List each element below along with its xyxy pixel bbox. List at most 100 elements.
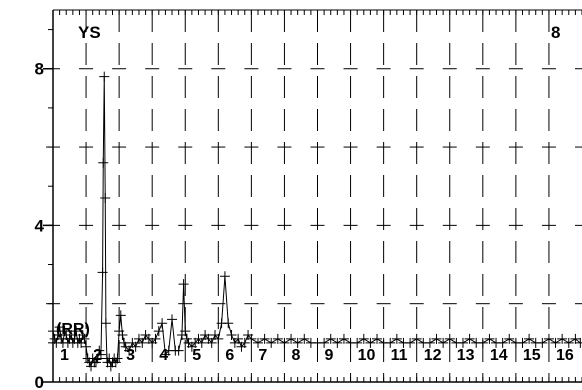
data-point-marker <box>181 333 192 344</box>
data-point-marker <box>100 192 111 203</box>
lane-number-label: 14 <box>490 347 508 364</box>
data-point-marker <box>95 349 106 360</box>
grid-layer <box>46 10 582 382</box>
lane-number-label: 4 <box>159 347 168 364</box>
lane-number-label: 16 <box>556 347 574 364</box>
data-point-marker <box>77 330 88 341</box>
data-point-marker <box>266 337 277 348</box>
data-point-marker <box>252 337 263 348</box>
data-point-marker <box>137 337 148 348</box>
data-point-marker <box>563 337 574 348</box>
data-point-marker <box>477 337 488 348</box>
data-point-marker <box>173 345 184 356</box>
data-point-marker <box>286 333 297 344</box>
data-point-marker <box>292 337 303 348</box>
data-point-marker <box>90 357 101 368</box>
y-tick-label: 0 <box>35 373 44 390</box>
data-point-marker <box>365 337 376 348</box>
data-point-marker <box>497 337 508 348</box>
data-point-marker <box>150 333 161 344</box>
data-point-marker <box>391 333 402 344</box>
data-point-marker <box>385 337 396 348</box>
data-point-marker <box>54 322 65 333</box>
data-point-marker <box>524 333 535 344</box>
data-point-marker <box>372 333 383 344</box>
data-point-marker <box>405 337 416 348</box>
data-point-marker <box>575 337 582 348</box>
data-point-marker <box>431 333 442 344</box>
data-point-marker <box>110 357 121 368</box>
data-point-marker <box>178 279 189 290</box>
data-point-marker <box>457 337 468 348</box>
data-point-marker <box>105 361 116 372</box>
data-point-marker <box>279 337 290 348</box>
series-line <box>52 76 581 369</box>
data-point-marker <box>484 333 495 344</box>
lane-number-label: 9 <box>325 347 334 364</box>
data-point-marker <box>424 337 435 348</box>
data-point-marker <box>537 337 548 348</box>
data-point-marker <box>325 333 336 344</box>
data-point-marker <box>352 337 363 348</box>
lane-number-label: 3 <box>126 347 135 364</box>
data-point-marker <box>319 337 330 348</box>
data-point-marker <box>517 337 528 348</box>
lane-number-label: 8 <box>291 347 300 364</box>
data-point-marker <box>100 318 111 329</box>
data-point-marker <box>99 71 110 82</box>
data-point-marker <box>233 333 244 344</box>
data-point-marker <box>504 333 515 344</box>
data-point-marker <box>167 314 178 325</box>
lane-number-label: 10 <box>358 347 376 364</box>
corner-label-left: YS <box>78 23 101 42</box>
lane-number-label: 7 <box>258 347 267 364</box>
lane-number-label: 6 <box>225 347 234 364</box>
data-point-marker <box>79 333 90 344</box>
data-point-marker <box>557 333 568 344</box>
axis-layer: 0 4 8 <box>35 9 582 390</box>
data-point-marker <box>117 330 128 341</box>
data-point-marker <box>438 337 449 348</box>
data-point-marker <box>570 333 581 344</box>
data-point-marker <box>543 333 554 344</box>
data-point-marker <box>223 318 234 329</box>
annotation-label: (RR) <box>56 321 90 338</box>
data-point-marker <box>219 271 230 282</box>
data-point-marker <box>259 333 270 344</box>
data-point-marker <box>332 337 343 348</box>
lane-number-label: 13 <box>457 347 475 364</box>
data-point-marker <box>196 337 207 348</box>
data-point-marker <box>115 310 126 321</box>
data-point-marker <box>464 333 475 344</box>
data-point-marker <box>59 326 70 337</box>
data-point-marker <box>130 341 141 352</box>
data-point-marker <box>124 345 135 356</box>
data-point-marker <box>71 326 82 337</box>
data-point-marker <box>299 333 310 344</box>
lane-number-label: 2 <box>93 347 102 364</box>
data-point-marker <box>550 337 561 348</box>
lane-number-label: 1 <box>60 347 69 364</box>
data-point-marker <box>81 341 92 352</box>
data-point-marker <box>98 157 109 168</box>
data-point-marker <box>239 337 250 348</box>
y-tick-label: 4 <box>35 216 45 235</box>
y-tick-label: 8 <box>35 60 44 79</box>
data-point-marker <box>338 333 349 344</box>
lane-number-label: 11 <box>391 347 408 364</box>
data-point-marker <box>180 326 191 337</box>
data-point-marker <box>206 337 217 348</box>
data-point-marker <box>157 318 168 329</box>
series-layer <box>48 71 582 372</box>
data-point-marker <box>94 345 105 356</box>
corner-label-right: 8 <box>551 23 560 42</box>
data-point-marker <box>153 326 164 337</box>
data-point-marker <box>48 326 58 337</box>
data-point-marker <box>358 333 369 344</box>
lane-number-label: 12 <box>424 347 442 364</box>
lane-number-label: 15 <box>523 347 541 364</box>
data-point-marker <box>246 333 257 344</box>
